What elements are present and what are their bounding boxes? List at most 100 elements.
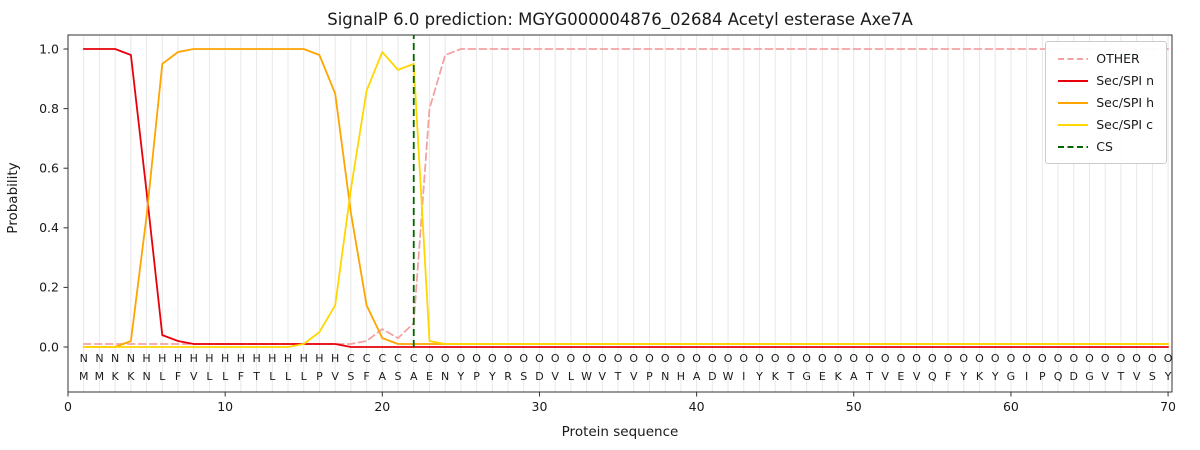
legend-item-other: OTHER [1058, 51, 1154, 66]
residue-letter: I [1025, 370, 1028, 383]
grid-layer [83, 35, 1169, 392]
residue-letter: H [677, 370, 685, 383]
residue-letter: V [1133, 370, 1141, 383]
region-label: N [111, 352, 119, 365]
region-label: O [488, 352, 497, 365]
region-label: O [771, 352, 780, 365]
y-tick-label: 0.2 [39, 280, 59, 295]
region-label: O [692, 352, 701, 365]
region-label: O [928, 352, 937, 365]
x-tick-label: 60 [1003, 399, 1019, 414]
residue-letter: D [708, 370, 716, 383]
legend-label: Sec/SPI n [1096, 73, 1154, 88]
region-label: O [582, 352, 591, 365]
region-label: O [724, 352, 733, 365]
series-layer [82, 48, 1169, 348]
legend-line-sample [1058, 145, 1089, 148]
region-label: H [315, 352, 323, 365]
region-label: N [127, 352, 135, 365]
residue-letter: Y [991, 370, 999, 383]
region-label: O [1101, 352, 1110, 365]
residue-letter: T [614, 370, 622, 383]
residue-letter: S [395, 370, 402, 383]
region-label: H [158, 352, 166, 365]
residue-letter: E [819, 370, 826, 383]
residue-letter: E [897, 370, 904, 383]
series-line-other [82, 48, 1169, 345]
legend-label: Sec/SPI h [1096, 95, 1154, 110]
legend-line-sample [1058, 123, 1089, 126]
region-label: O [1085, 352, 1094, 365]
region-label: O [1069, 352, 1078, 365]
residue-letter: L [301, 370, 308, 383]
residue-letter: P [1039, 370, 1046, 383]
region-label: H [205, 352, 213, 365]
region-label: O [1022, 352, 1031, 365]
residue-letter: M [95, 370, 105, 383]
x-axis-label: Protein sequence [562, 424, 679, 440]
region-label: C [347, 352, 355, 365]
region-label: O [975, 352, 984, 365]
residue-letter: F [945, 370, 951, 383]
residue-letter: N [661, 370, 669, 383]
x-tick-label: 20 [374, 399, 390, 414]
region-label: C [378, 352, 386, 365]
region-label: O [677, 352, 686, 365]
region-label: H [221, 352, 229, 365]
residue-letter: K [976, 370, 984, 383]
x-tick-label: 50 [846, 399, 862, 414]
region-label: H [300, 352, 308, 365]
residue-letter: L [222, 370, 229, 383]
sequence-track-layer: NMNMNKNKHNHLHFHVHLHLHFHTHLHLHLHPHVCSCFCA… [79, 352, 1173, 383]
residue-letter: L [159, 370, 166, 383]
residue-letter: S [1149, 370, 1156, 383]
region-label: O [849, 352, 858, 365]
region-label: O [519, 352, 528, 365]
region-label: O [959, 352, 968, 365]
region-label: H [252, 352, 260, 365]
residue-letter: V [881, 370, 889, 383]
residue-letter: A [850, 370, 858, 383]
residue-letter: R [504, 370, 512, 383]
legend-item-cs: CS [1058, 139, 1154, 154]
residue-letter: P [473, 370, 480, 383]
region-label: O [441, 352, 450, 365]
residue-letter: Y [755, 370, 763, 383]
region-label: C [410, 352, 418, 365]
region-label: H [331, 352, 339, 365]
y-tick-label: 0.4 [39, 220, 59, 235]
region-label: O [567, 352, 576, 365]
residue-letter: F [175, 370, 181, 383]
residue-letter: D [1070, 370, 1078, 383]
axes-border [67, 34, 1173, 393]
x-tick-label: 40 [689, 399, 705, 414]
residue-letter: S [347, 370, 354, 383]
residue-letter: V [913, 370, 921, 383]
series-line-sec-spi-c [82, 51, 1169, 348]
residue-letter: L [568, 370, 575, 383]
residue-letter: F [363, 370, 369, 383]
residue-letter: Q [1054, 370, 1063, 383]
region-label: O [1007, 352, 1016, 365]
residue-letter: G [802, 370, 811, 383]
legend-label: CS [1096, 139, 1113, 154]
residue-letter: A [693, 370, 701, 383]
y-tick-label: 1.0 [39, 41, 59, 56]
legend: OTHER Sec/SPI n Sec/SPI h Sec/SPI c CS [1045, 41, 1167, 164]
x-tick-label: 10 [217, 399, 233, 414]
residue-letter: S [520, 370, 527, 383]
residue-letter: T [252, 370, 260, 383]
legend-item-sec-spi-c: Sec/SPI c [1058, 117, 1154, 132]
region-label: O [457, 352, 466, 365]
region-label: C [394, 352, 402, 365]
residue-letter: Y [1164, 370, 1172, 383]
region-label: O [865, 352, 874, 365]
region-label: O [881, 352, 890, 365]
residue-letter: D [535, 370, 543, 383]
residue-letter: L [206, 370, 213, 383]
series-line-sec-spi-h [82, 48, 1169, 348]
x-tick-label: 70 [1160, 399, 1176, 414]
region-label: H [268, 352, 276, 365]
region-label: O [1038, 352, 1047, 365]
region-label: O [1164, 352, 1173, 365]
